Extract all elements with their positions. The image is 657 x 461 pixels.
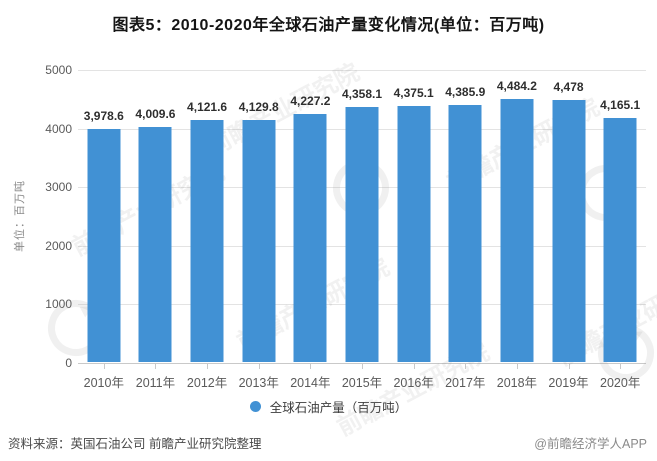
y-axis-tick-label: 5000 bbox=[45, 63, 72, 77]
y-axis-title: 单位：百万吨 bbox=[14, 180, 26, 252]
footer-credit: @前瞻经济学人APP bbox=[534, 436, 647, 451]
x-axis-tick-mark bbox=[155, 364, 157, 369]
legend-label: 全球石油产量（百万吨） bbox=[269, 400, 408, 415]
bar-value-label: 4,478 bbox=[553, 79, 584, 94]
bar bbox=[242, 120, 276, 362]
x-axis-tick-mark bbox=[258, 364, 260, 369]
bar-value-label: 4,121.6 bbox=[187, 100, 228, 115]
bar bbox=[190, 120, 224, 362]
bar bbox=[500, 99, 534, 362]
x-axis-tick-mark bbox=[362, 364, 363, 369]
bar-value-label: 4,165.1 bbox=[600, 97, 641, 112]
x-axis-tick-mark bbox=[568, 364, 570, 369]
x-axis-tick-mark bbox=[465, 364, 467, 369]
bar-value-label: 4,009.6 bbox=[135, 107, 176, 122]
plot-area: 010002000300040005000前瞻产业研究院前瞻产业研究院前瞻产业研… bbox=[38, 59, 657, 442]
footer: 资料来源：英国石油公司 前瞻产业研究院整理 @前瞻经济学人APP bbox=[0, 430, 657, 454]
y-axis-tick-label: 2000 bbox=[45, 238, 72, 253]
x-axis-tick-label: 2011年 bbox=[135, 376, 176, 390]
x-axis-tick-label: 2015年 bbox=[341, 376, 383, 390]
bar-value-label: 3,978.6 bbox=[83, 108, 124, 123]
x-axis-tick-label: 2017年 bbox=[445, 376, 486, 390]
x-axis-tick-mark bbox=[516, 364, 518, 369]
bar bbox=[552, 99, 586, 362]
bar bbox=[448, 105, 482, 362]
y-axis-tick-label: 1000 bbox=[45, 297, 72, 312]
bar bbox=[397, 105, 431, 362]
chart-area: 单位：百万吨 0 1000 2000 3000 4000 5000 前瞻产业研究院 前瞻产业研… bbox=[0, 0, 657, 420]
footer-source: 资料来源：英国石油公司 前瞻产业研究院整理 bbox=[8, 436, 262, 451]
x-axis-tick-label: 2016年 bbox=[393, 376, 434, 390]
bar-value-label: 4,385.9 bbox=[445, 85, 486, 99]
bar-value-label: 4,129.8 bbox=[238, 100, 279, 114]
x-axis-tick-label: 2013年 bbox=[238, 376, 279, 390]
bar-value-label: 4,484.2 bbox=[496, 79, 537, 94]
gridline bbox=[78, 70, 646, 71]
x-axis-tick-mark bbox=[207, 364, 209, 369]
x-axis-tick-mark bbox=[310, 364, 312, 369]
bar bbox=[345, 106, 379, 362]
bar-value-label: 4,358.1 bbox=[341, 86, 383, 101]
bar-value-label: 4,375.1 bbox=[393, 85, 434, 100]
legend: 全球石油产量（百万吨） bbox=[0, 396, 657, 416]
y-axis-tick-label: 0 bbox=[65, 356, 72, 370]
bar bbox=[138, 127, 172, 362]
x-axis-tick-mark bbox=[413, 364, 415, 369]
x-axis-tick-label: 2019年 bbox=[548, 376, 589, 390]
x-axis-tick-label: 2012年 bbox=[186, 376, 228, 390]
bar-value-label: 4,227.2 bbox=[290, 94, 331, 109]
x-axis-tick-label: 2014年 bbox=[290, 376, 331, 390]
bar bbox=[87, 128, 121, 362]
x-axis-tick-mark bbox=[103, 364, 105, 369]
legend-marker-icon bbox=[249, 400, 261, 412]
y-axis-tick-label: 3000 bbox=[45, 180, 72, 195]
chart-title: 图表5：2010-2020年全球石油产量变化情况(单位：百万吨) bbox=[112, 17, 545, 34]
x-axis-tick-label: 2020年 bbox=[600, 376, 641, 390]
y-axis-tick-label: 4000 bbox=[45, 121, 72, 136]
bar bbox=[603, 117, 637, 362]
x-axis-line bbox=[78, 363, 646, 364]
x-axis-tick-mark bbox=[620, 364, 622, 369]
x-axis-tick-label: 2018年 bbox=[496, 376, 538, 390]
x-axis-tick-label: 2010年 bbox=[83, 376, 124, 390]
bar bbox=[293, 114, 327, 362]
